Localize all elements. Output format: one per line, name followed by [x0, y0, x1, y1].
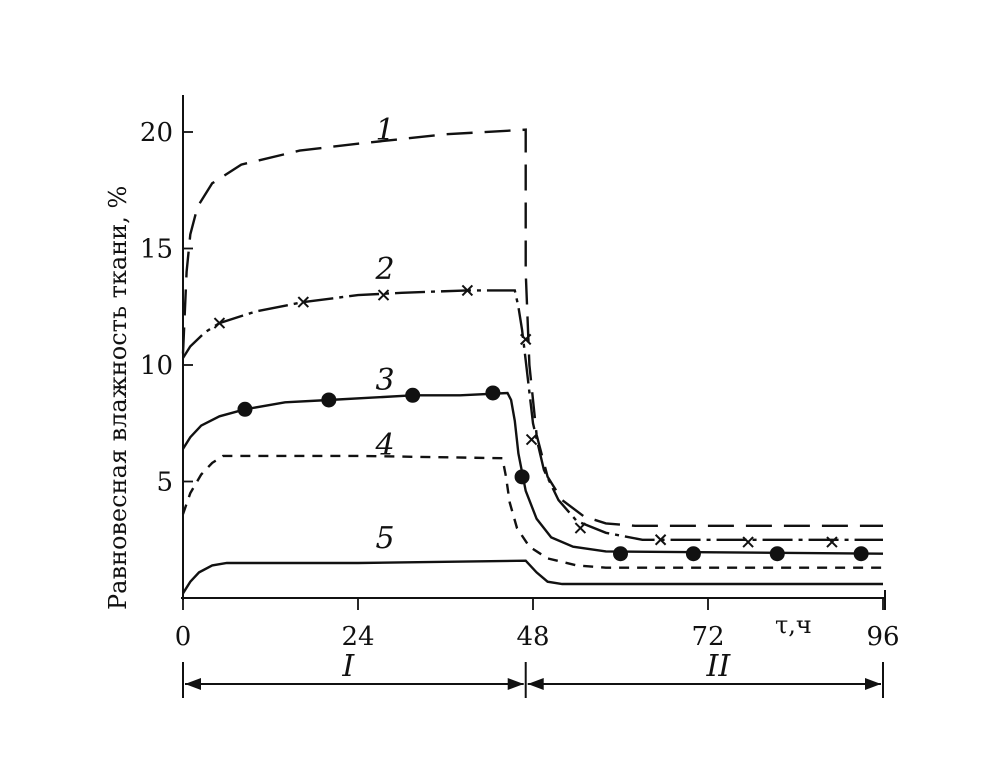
series-1-label: 1: [375, 113, 394, 148]
series-2-x-marker: [654, 534, 667, 546]
series-3-dot-marker: [613, 546, 628, 562]
curve-labels: 1 2 3 4 5: [374, 113, 394, 556]
series-3-dot-marker: [237, 401, 253, 417]
markers: [213, 284, 869, 562]
series-3-dot-marker: [485, 385, 501, 401]
curves: [181, 128, 884, 594]
x-tick-label: 0: [175, 622, 192, 652]
series-1-line: [181, 128, 883, 527]
axes: [181, 95, 886, 610]
series-2-x-marker: [213, 317, 226, 329]
series-2-x-marker: [742, 536, 754, 548]
x-tick-label: 72: [691, 622, 724, 652]
series-3-dot-marker: [769, 546, 785, 562]
x-tick-label: 48: [516, 622, 549, 652]
series-3-dot-marker: [321, 392, 337, 408]
x-ticks: 0 24 48 72 96: [175, 598, 900, 652]
series-2-x-marker: [826, 536, 838, 548]
period-II-arrowhead-right: [865, 678, 881, 690]
series-3-dot-marker: [685, 546, 701, 562]
series-2-x-marker: [574, 522, 587, 534]
series-4-label: 4: [374, 428, 394, 463]
series-2-x-marker: [525, 433, 538, 446]
series-2-x-marker: [520, 333, 532, 346]
y-axis-label: Равновесная влажность ткани, %: [104, 186, 132, 610]
series-5-label: 5: [375, 521, 394, 556]
series-2-x-marker: [377, 289, 390, 301]
series-5-line: [181, 559, 883, 594]
series-3-dot-marker: [514, 469, 530, 485]
series-2-x-marker: [297, 296, 310, 308]
series-2-line: [181, 289, 883, 541]
series-2-label: 2: [374, 252, 394, 287]
period-I-arrowhead-right: [507, 678, 524, 690]
series-3-line: [181, 391, 884, 555]
series-2-x-marker: [461, 284, 474, 297]
y-tick-label: 15: [140, 235, 173, 265]
period-brackets: I II: [182, 649, 884, 698]
x-tick-label: 96: [866, 622, 899, 652]
series-3-dot-marker: [405, 387, 421, 403]
y-ticks: 5 10 15 20: [140, 118, 193, 498]
series-3-label: 3: [375, 363, 394, 398]
y-tick-label: 20: [140, 118, 173, 148]
x-axis-label: τ,ч: [775, 611, 812, 639]
x-tick-label: 24: [341, 622, 374, 652]
y-tick-label: 5: [156, 468, 173, 498]
series-4-line: [181, 454, 883, 569]
period-II-arrowhead-left: [527, 678, 544, 690]
series-3-dot-marker: [853, 546, 869, 562]
y-tick-label: 10: [140, 351, 173, 381]
period-II-label: II: [706, 649, 732, 684]
period-I-label: I: [341, 649, 355, 684]
period-I-arrowhead-left: [185, 678, 201, 690]
